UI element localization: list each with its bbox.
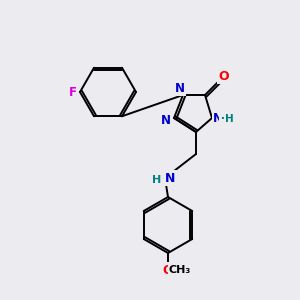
- Text: N: N: [213, 112, 223, 124]
- Text: N: N: [165, 172, 175, 184]
- Text: O: O: [163, 263, 173, 277]
- Text: N: N: [161, 113, 171, 127]
- Text: O: O: [219, 70, 229, 83]
- Text: ·H: ·H: [220, 114, 233, 124]
- Text: CH₃: CH₃: [169, 265, 191, 275]
- Text: F: F: [69, 85, 77, 98]
- Text: H: H: [152, 175, 162, 185]
- Text: N: N: [175, 82, 185, 94]
